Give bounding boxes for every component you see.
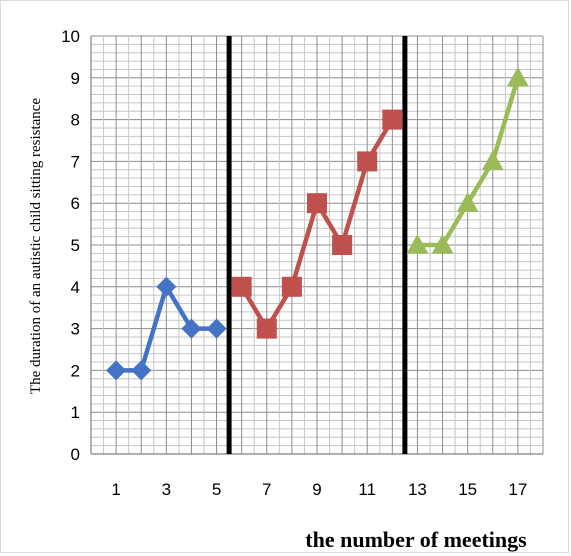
phase-dividers (226, 36, 408, 454)
y-tick-label: 4 (71, 278, 80, 297)
series-1 (106, 276, 227, 381)
data-point-square (307, 193, 327, 214)
x-tick-label: 1 (111, 480, 120, 499)
x-tick-label: 9 (312, 480, 321, 499)
series-2 (231, 109, 403, 339)
series (106, 66, 529, 381)
x-tick-label: 13 (408, 480, 427, 499)
y-axis-ticks: 0 1 2 3 4 5 6 7 8 9 10 (61, 27, 80, 464)
data-point-triangle (481, 150, 504, 171)
y-tick-label: 1 (71, 403, 80, 422)
x-tick-label: 15 (458, 480, 477, 499)
y-tick-label: 10 (61, 27, 80, 46)
data-point-diamond (206, 318, 227, 339)
y-tick-label: 8 (71, 111, 80, 130)
gridlines (90, 35, 544, 455)
y-tick-label: 6 (71, 194, 80, 213)
data-point-triangle (456, 192, 479, 212)
data-point-square (256, 318, 277, 339)
y-tick-label: 0 (71, 445, 80, 464)
y-axis-label: The duration of an autistic child sittin… (28, 98, 44, 395)
y-tick-label: 9 (71, 69, 80, 88)
data-point-square (332, 235, 353, 255)
data-point-triangle (406, 234, 429, 254)
x-tick-label: 5 (212, 480, 221, 499)
data-point-diamond (131, 360, 152, 381)
data-point-diamond (106, 360, 127, 381)
x-tick-label: 3 (162, 480, 171, 499)
data-point-diamond (181, 318, 202, 339)
y-tick-label: 3 (71, 320, 80, 339)
data-point-diamond (156, 276, 177, 297)
data-point-square (231, 276, 252, 297)
data-point-square (357, 151, 378, 172)
data-point-square (382, 109, 403, 130)
y-tick-label: 2 (71, 361, 80, 380)
data-point-square (281, 276, 302, 297)
x-axis-label: the number of meetings (305, 527, 527, 552)
y-tick-label: 7 (71, 152, 80, 171)
x-tick-label: 11 (358, 480, 376, 499)
data-point-triangle (506, 66, 529, 87)
series-3 (406, 66, 529, 254)
x-tick-label: 7 (262, 480, 271, 499)
x-tick-label: 17 (508, 480, 527, 499)
y-tick-label: 5 (71, 236, 80, 255)
x-axis-ticks: 1 3 5 7 9 11 13 15 17 (111, 480, 527, 499)
data-point-triangle (431, 234, 454, 254)
